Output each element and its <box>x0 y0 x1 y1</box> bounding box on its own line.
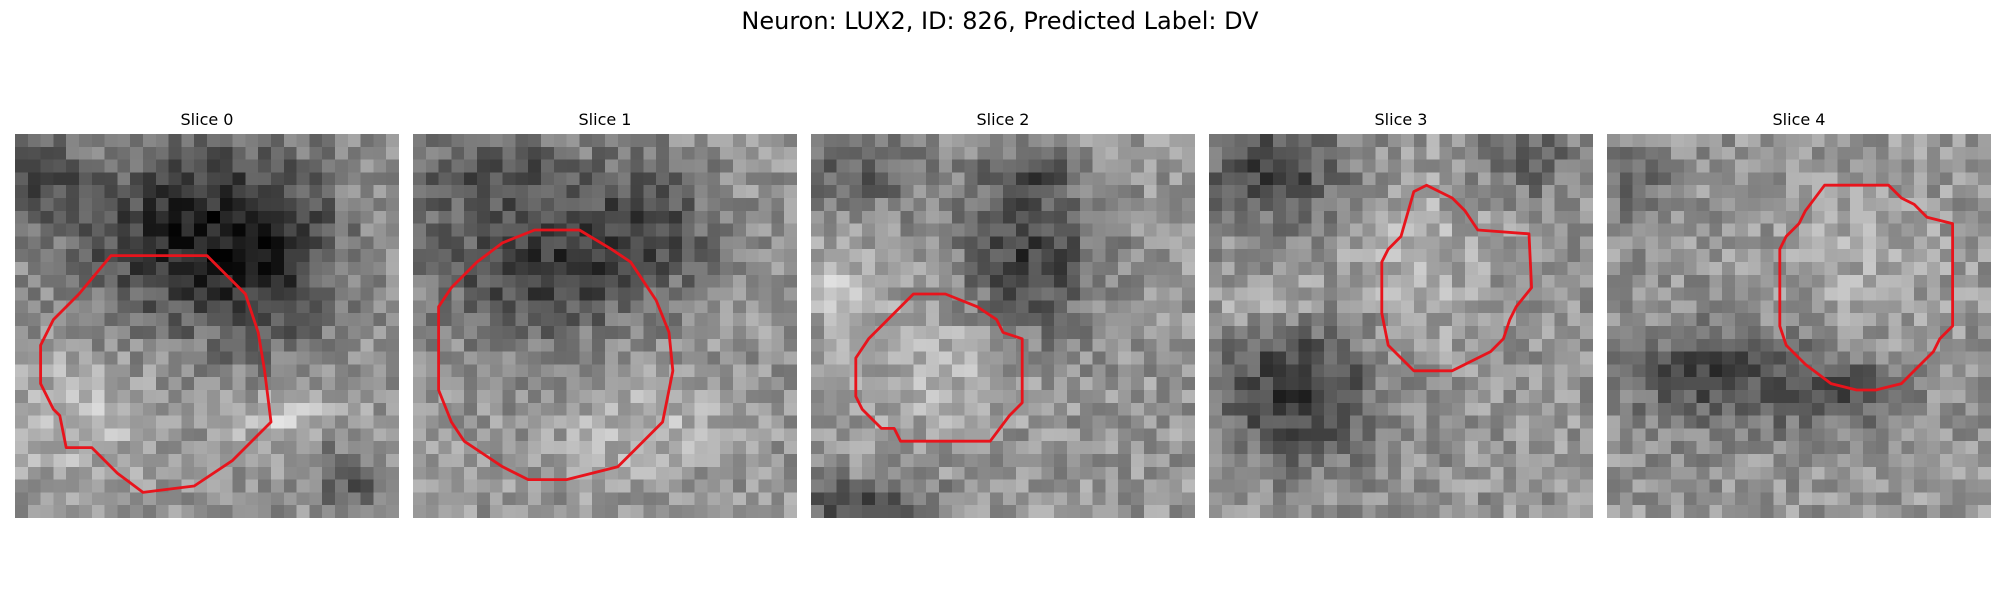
slice-image <box>1607 134 1991 518</box>
slice-pixels <box>1209 134 1593 518</box>
slice-image <box>1209 134 1593 518</box>
figure-title: Neuron: LUX2, ID: 826, Predicted Label: … <box>741 7 1259 35</box>
roi-outline <box>1778 183 1955 392</box>
slice-image <box>15 134 399 518</box>
slice-title: Slice 1 <box>578 110 632 129</box>
roi-outline <box>854 292 1024 443</box>
slice-title: Slice 2 <box>976 110 1030 129</box>
slice-pixels <box>811 134 1195 518</box>
slice-pixels <box>1607 134 1991 518</box>
slice-pixels <box>15 134 399 518</box>
slice-title: Slice 4 <box>1772 110 1826 129</box>
slice-pixels <box>413 134 797 518</box>
slice-title: Slice 3 <box>1374 110 1428 129</box>
slice-image <box>413 134 797 518</box>
roi-outline <box>1380 183 1533 373</box>
roi-outline <box>437 228 675 482</box>
slice-image <box>811 134 1195 518</box>
slice-title: Slice 0 <box>180 110 234 129</box>
roi-outline <box>39 254 273 494</box>
